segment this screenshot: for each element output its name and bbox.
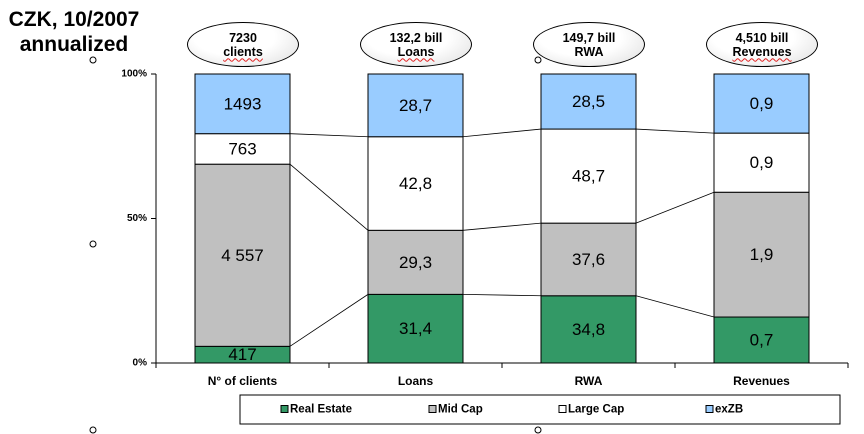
callout-rwa-total: 149,7 bill RWA bbox=[533, 22, 645, 67]
series-lines bbox=[289, 128, 715, 347]
legend-marker-mid-cap bbox=[428, 405, 437, 413]
bars bbox=[194, 73, 810, 364]
data-label-real-estate-rwa: 34,8 bbox=[572, 320, 605, 339]
callout-clients-total: 7230 clients bbox=[187, 22, 299, 67]
x-tick-label-revenues: Revenues bbox=[733, 374, 790, 388]
series-line-large-cap-1 bbox=[289, 133, 369, 138]
legend-marker-large-cap bbox=[558, 405, 567, 413]
axes: 0% 50% 100% N° of clients Loans RWA Revenues bbox=[121, 69, 849, 388]
legend-label-exzb: exZB bbox=[715, 404, 743, 416]
bar-real-estate-loans bbox=[367, 293, 464, 364]
data-label-large-cap-revenues: 0,9 bbox=[750, 153, 774, 172]
data-label-real-estate-revenues: 0,7 bbox=[750, 331, 774, 350]
data-label-exzb-n-of-clients: 1493 bbox=[224, 94, 262, 113]
data-label-real-estate-n-of-clients: 417 bbox=[228, 345, 256, 364]
bar-mid-cap-rwa bbox=[540, 222, 637, 297]
legend-box bbox=[239, 394, 841, 425]
chart-title: CZK, 10/2007 annualized bbox=[0, 7, 148, 57]
data-label-real-estate-loans: 31,4 bbox=[399, 319, 432, 338]
legend-label-real-estate: Real Estate bbox=[290, 404, 352, 416]
callout-value: 4,510 bill bbox=[735, 30, 789, 45]
series-line-real-estate-2 bbox=[462, 293, 542, 297]
resize-handle-top-center[interactable] bbox=[534, 56, 542, 64]
resize-handle-top-left[interactable] bbox=[89, 56, 97, 64]
callout-revenues-total: 4,510 bill Revenues bbox=[706, 22, 818, 67]
callout-caption: Loans bbox=[397, 44, 435, 59]
bar-exzb-n-of-clients bbox=[194, 73, 291, 135]
legend: Real Estate Mid Cap Large Cap exZB bbox=[239, 394, 841, 425]
callout-value: 7230 bbox=[229, 30, 257, 45]
bar-large-cap-rwa bbox=[540, 128, 637, 224]
data-label-exzb-revenues: 0,9 bbox=[750, 94, 774, 113]
series-line-mid-cap-3 bbox=[635, 191, 715, 224]
callout-value: 149,7 bill bbox=[562, 30, 616, 45]
resize-handle-bottom-left[interactable] bbox=[89, 426, 97, 434]
data-labels: 417 31,4 34,8 0,7 4 557 29,3 37,6 1,9 763 42,8 48,… bbox=[221, 92, 773, 364]
data-label-large-cap-rwa: 48,7 bbox=[572, 167, 605, 186]
bar-large-cap-revenues bbox=[713, 132, 810, 193]
callout-caption: RWA bbox=[574, 44, 604, 59]
data-label-exzb-rwa: 28,5 bbox=[572, 92, 605, 111]
data-label-large-cap-n-of-clients: 763 bbox=[228, 139, 256, 158]
series-line-real-estate-3 bbox=[635, 295, 715, 318]
data-label-mid-cap-revenues: 1,9 bbox=[750, 245, 774, 264]
chart-title-line-2: annualized bbox=[19, 33, 129, 56]
bar-exzb-rwa bbox=[540, 73, 637, 130]
bar-exzb-revenues bbox=[713, 73, 810, 134]
series-line-mid-cap-1 bbox=[289, 163, 369, 231]
callout-caption: clients bbox=[223, 44, 263, 59]
bar-large-cap-n-of-clients bbox=[194, 133, 291, 165]
data-label-large-cap-loans: 42,8 bbox=[399, 174, 432, 193]
y-tick-label-1: 50% bbox=[127, 213, 147, 224]
legend-label-large-cap: Large Cap bbox=[568, 404, 624, 416]
y-tick-label-0: 0% bbox=[133, 358, 148, 369]
legend-marker-exzb bbox=[705, 405, 714, 413]
callout-loans-total: 132,2 bill Loans bbox=[360, 22, 472, 67]
chart-title-line-1: CZK, 10/2007 bbox=[8, 8, 140, 31]
x-tick-label-n-of-clients: N° of clients bbox=[208, 374, 278, 388]
bar-exzb-loans bbox=[367, 73, 464, 138]
legend-label-mid-cap: Mid Cap bbox=[438, 404, 483, 416]
callout-caption: Revenues bbox=[732, 44, 792, 59]
data-label-mid-cap-loans: 29,3 bbox=[399, 253, 432, 272]
bar-mid-cap-revenues bbox=[713, 191, 810, 318]
data-label-mid-cap-n-of-clients: 4 557 bbox=[221, 246, 264, 265]
data-label-mid-cap-rwa: 37,6 bbox=[572, 250, 605, 269]
bar-mid-cap-loans bbox=[367, 229, 464, 295]
resize-handle-bottom-center[interactable] bbox=[534, 426, 542, 434]
series-line-real-estate-1 bbox=[289, 294, 369, 347]
series-line-large-cap-2 bbox=[462, 128, 542, 138]
x-tick-label-rwa: RWA bbox=[575, 374, 603, 388]
callout-value: 132,2 bill bbox=[389, 30, 443, 45]
data-label-exzb-loans: 28,7 bbox=[399, 96, 432, 115]
y-tick-label-2: 100% bbox=[121, 69, 147, 80]
resize-handle-middle-left[interactable] bbox=[89, 240, 97, 248]
x-tick-label-loans: Loans bbox=[398, 374, 434, 388]
legend-marker-real-estate bbox=[280, 405, 289, 413]
series-line-mid-cap-2 bbox=[462, 222, 542, 231]
series-line-large-cap-3 bbox=[635, 128, 715, 134]
